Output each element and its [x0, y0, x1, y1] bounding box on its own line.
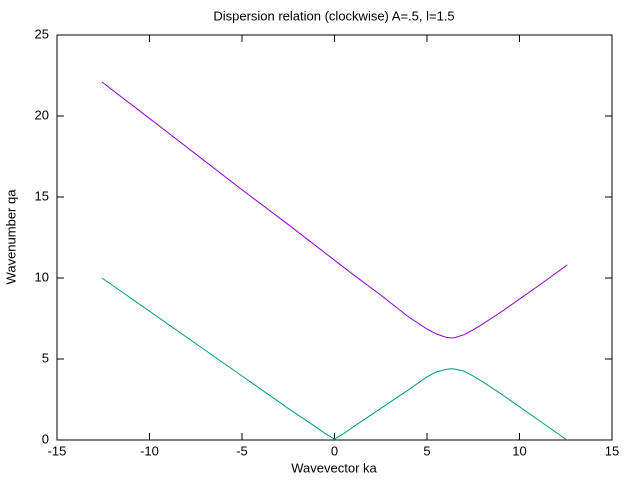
- x-tick-label: 10: [512, 443, 526, 458]
- y-tick-label: 15: [35, 188, 49, 203]
- x-axis-label: Wavevector ka: [291, 460, 377, 475]
- y-tick-label: 20: [35, 107, 49, 122]
- x-tick-label: 15: [605, 443, 619, 458]
- x-tick-label: 5: [423, 443, 430, 458]
- chart-title: Dispersion relation (clockwise) A=.5, l=…: [213, 8, 454, 23]
- x-tick-label: -10: [140, 443, 159, 458]
- x-tick-label: 0: [331, 443, 338, 458]
- x-tick-label: -15: [48, 443, 67, 458]
- plot-frame: [56, 34, 613, 441]
- x-tick-label: -5: [236, 443, 248, 458]
- y-tick-label: 10: [35, 269, 49, 284]
- y-tick-label: 0: [42, 431, 49, 446]
- y-axis-label: Wavenumber qa: [3, 189, 18, 285]
- y-tick-label: 25: [35, 26, 49, 41]
- y-tick-label: 5: [42, 350, 49, 365]
- series-line: [101, 81, 568, 339]
- series-line: [101, 277, 568, 441]
